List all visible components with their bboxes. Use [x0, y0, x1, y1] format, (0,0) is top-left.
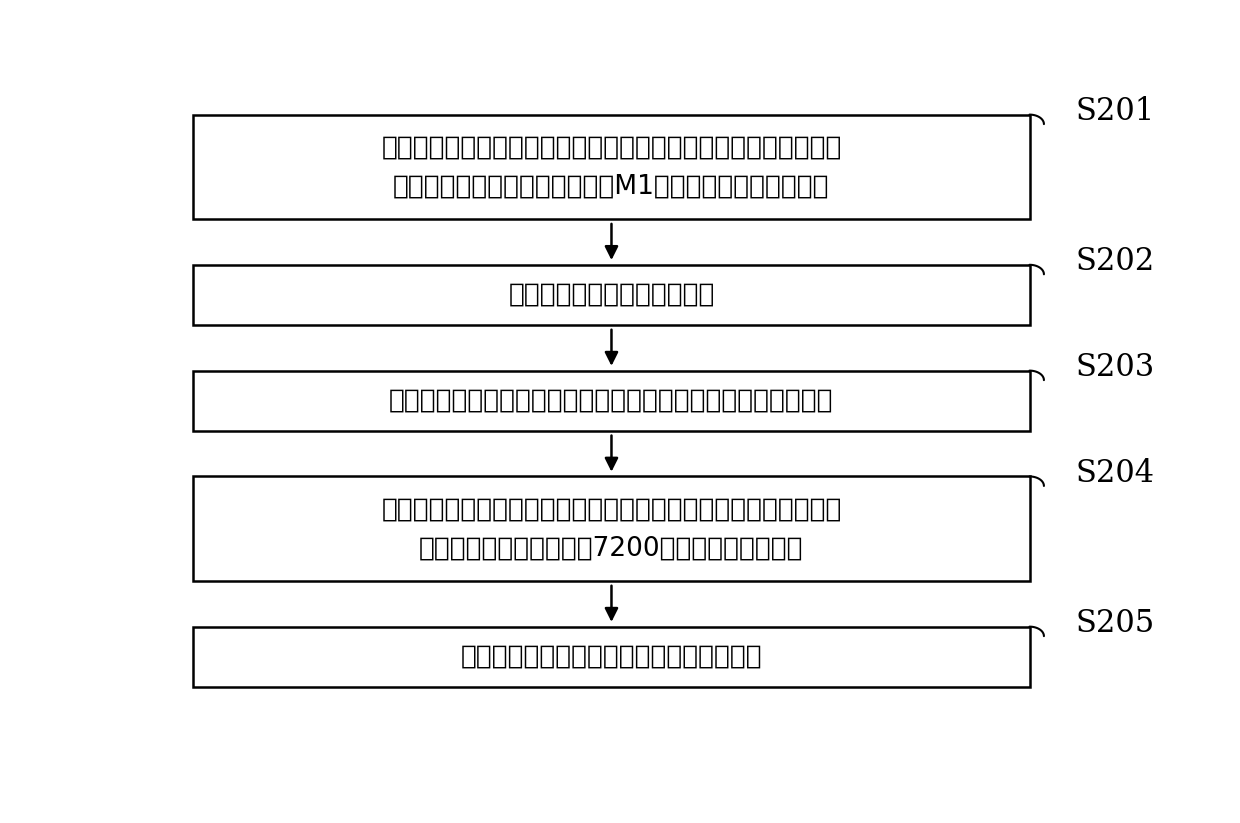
Text: S202: S202	[1075, 246, 1154, 277]
Text: 制备改性提高凹凸棒土吸附剂: 制备改性提高凹凸棒土吸附剂	[508, 282, 714, 308]
Bar	[193, 477, 1029, 581]
Text: 使用后的凹凸棒土经抽滤后堆积磷肥农家肥: 使用后的凹凸棒土经抽滤后堆积磷肥农家肥	[461, 644, 763, 670]
Bar	[193, 114, 1029, 219]
Text: 利用高速离心机将处理后的废液进行离心分离，抽滤，滤液中磷含
量采用丁二酮肟光度法在7200型分光光度计上测定: 利用高速离心机将处理后的废液进行离心分离，抽滤，滤液中磷含 量采用丁二酮肟光度法…	[381, 496, 842, 561]
Bar	[193, 626, 1029, 687]
Bar	[193, 265, 1029, 325]
Text: S203: S203	[1075, 352, 1154, 383]
Bar	[193, 370, 1029, 430]
Text: 利用机械混合反应器、高效斜管沉淀器和石灰对含磷废液进行脱磷
处理，采用加氢氧化钠和重捕剂M1法结合进行沉淀除镍处理: 利用机械混合反应器、高效斜管沉淀器和石灰对含磷废液进行脱磷 处理，采用加氢氧化钠…	[381, 134, 842, 199]
Text: S205: S205	[1075, 608, 1154, 639]
Text: 废液中加入凹凸棒土吸附剂通过加压、搅拌对含磷废液吸附处理: 废液中加入凹凸棒土吸附剂通过加压、搅拌对含磷废液吸附处理	[389, 388, 833, 414]
Text: S201: S201	[1075, 96, 1154, 127]
Text: S204: S204	[1075, 458, 1154, 489]
